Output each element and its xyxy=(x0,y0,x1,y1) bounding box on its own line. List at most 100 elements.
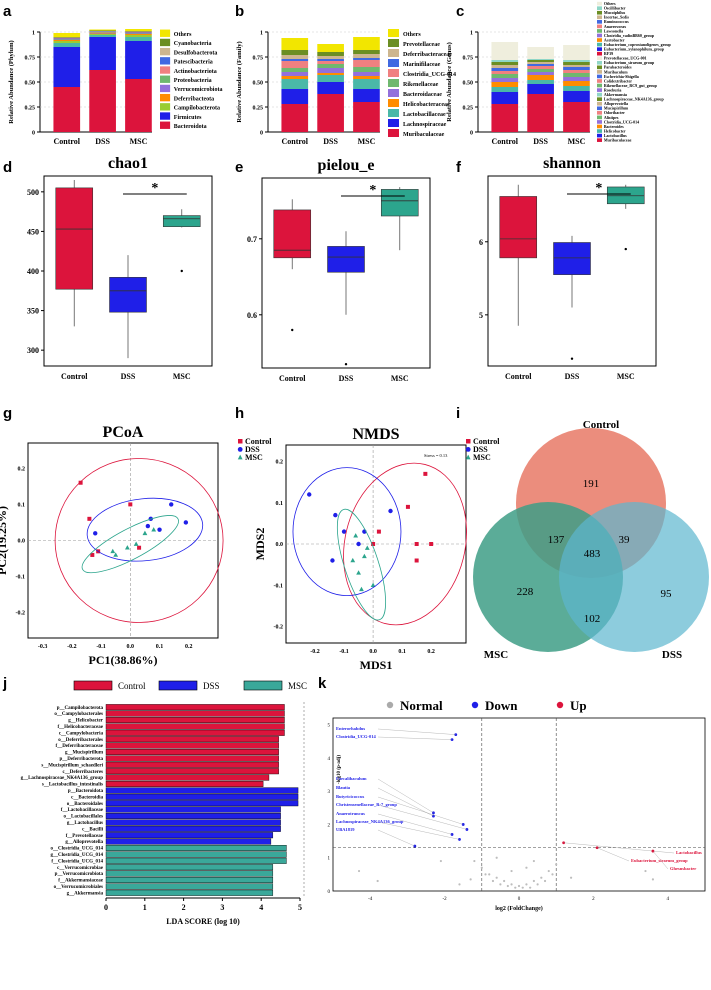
bar-segment xyxy=(125,31,152,32)
bar-segment xyxy=(353,67,380,72)
legend-swatch xyxy=(160,66,171,74)
normal-point xyxy=(473,859,476,863)
label-leader xyxy=(377,821,460,840)
y-tick-label: 2 xyxy=(328,823,331,828)
bar-segment xyxy=(89,37,116,70)
label-leader xyxy=(377,804,467,830)
legend-label: Ruminococcus xyxy=(604,19,629,24)
y-axis-label: MDS2 xyxy=(253,528,267,561)
panel-label-i: i xyxy=(456,405,460,422)
y-tick-label: 0.25 xyxy=(463,106,474,112)
legend-label: Normal xyxy=(400,698,443,713)
bar-label: o__Campylobacterales xyxy=(54,712,103,717)
legend-label: DSS xyxy=(245,445,260,454)
legend-swatch xyxy=(243,680,283,691)
legend-label: Incertae_Sedis xyxy=(604,15,630,20)
bar-label: o__Deferribacterales xyxy=(58,738,103,743)
x-tick-label: Control xyxy=(279,374,306,383)
label-leader xyxy=(563,842,675,854)
bar-segment xyxy=(125,31,152,32)
box xyxy=(553,242,591,275)
x-tick-label: MSC xyxy=(617,372,635,381)
legend-label: MSC xyxy=(473,453,491,462)
venn-label-dss: DSS xyxy=(662,649,682,661)
y-tick-label: 0.25 xyxy=(25,106,36,112)
bar-segment xyxy=(491,65,519,68)
normal-point xyxy=(469,878,472,881)
venn-count-control-dss: 39 xyxy=(619,534,631,546)
bar-segment xyxy=(491,60,519,62)
legend-swatch xyxy=(597,120,603,124)
bar-segment xyxy=(281,79,309,89)
x-tick-label: -0.3 xyxy=(38,644,48,650)
legend-label: Campilobacterota xyxy=(174,106,220,112)
legend-swatch xyxy=(597,65,603,70)
bar-segment xyxy=(317,73,344,75)
point-dss xyxy=(388,508,393,514)
x-tick-label: Control xyxy=(54,137,81,146)
lda-bar xyxy=(105,870,274,877)
box xyxy=(55,187,94,290)
y-tick-label: -0.2 xyxy=(274,625,284,631)
legend-label: Roseburia xyxy=(604,87,622,92)
down-label: Anaerotruncus xyxy=(336,811,365,816)
legend-label: Lawsonella xyxy=(604,28,623,33)
legend-label: Colidextribacter xyxy=(604,78,632,83)
bar-segment xyxy=(491,92,519,104)
y-tick-label: 0 xyxy=(32,131,35,137)
x-tick-label: 0 xyxy=(518,897,521,902)
panel-label-k: k xyxy=(318,675,327,692)
y-axis-label: Relative Abundance (Family) xyxy=(236,41,243,122)
point-control xyxy=(371,542,376,546)
x-tick-label: Control xyxy=(282,137,309,146)
bar-segment xyxy=(89,31,116,32)
point-dss xyxy=(356,541,361,547)
legend-swatch xyxy=(388,119,399,127)
bar-label: c__Bacteroidia xyxy=(71,795,103,800)
point-dss xyxy=(183,520,189,525)
bar-segment xyxy=(53,37,81,38)
box xyxy=(109,277,147,313)
x-axis-label: PC1(38.86%) xyxy=(89,653,158,667)
bar-segment xyxy=(527,64,554,66)
legend-label: Verrucomicrobiota xyxy=(174,87,223,93)
bar-segment xyxy=(317,44,344,52)
lda-bar xyxy=(105,832,274,839)
lda-bar xyxy=(105,889,274,896)
lda-bar xyxy=(105,704,285,711)
point-msc xyxy=(110,548,116,554)
legend-label: Odoribacter xyxy=(604,110,625,115)
legend-swatch xyxy=(160,103,171,111)
legend-swatch xyxy=(158,680,198,691)
venn-label-msc: MSC xyxy=(484,649,509,661)
bar-segment xyxy=(563,70,590,73)
panel-label-a: a xyxy=(3,3,12,20)
normal-point xyxy=(480,866,483,869)
legend-label: Proteobacteria xyxy=(174,78,212,84)
legend-label: Eubacterium_siraeum_group xyxy=(604,60,655,65)
legend-label: Alloprevotella xyxy=(604,101,628,106)
panel-label-e: e xyxy=(235,159,243,176)
bar-segment xyxy=(527,84,554,94)
bar-segment xyxy=(563,73,590,77)
legend-label: Deferribacteota xyxy=(174,96,214,102)
bar-segment xyxy=(281,50,309,55)
y-tick-label: 1 xyxy=(470,31,473,37)
y-tick-label: 0.75 xyxy=(253,56,264,62)
x-tick-label: Control xyxy=(492,137,519,146)
normal-point xyxy=(495,856,498,859)
box xyxy=(273,209,312,259)
x-tick-label: MSC xyxy=(130,137,148,146)
bar-segment xyxy=(491,42,519,60)
legend-label: Cyanobacteria xyxy=(174,41,212,47)
legend-swatch xyxy=(597,129,603,133)
legend-label: Lactobacillaceae xyxy=(403,112,446,118)
legend-swatch xyxy=(597,10,603,15)
legend-label: Bacteroidaceae xyxy=(403,92,442,98)
normal-point xyxy=(376,879,379,883)
legend-label: Bacteroides xyxy=(604,124,624,129)
normal-point xyxy=(540,876,543,879)
lda-bar xyxy=(105,723,285,730)
bar-segment xyxy=(89,29,116,31)
legend-marker xyxy=(237,447,243,452)
